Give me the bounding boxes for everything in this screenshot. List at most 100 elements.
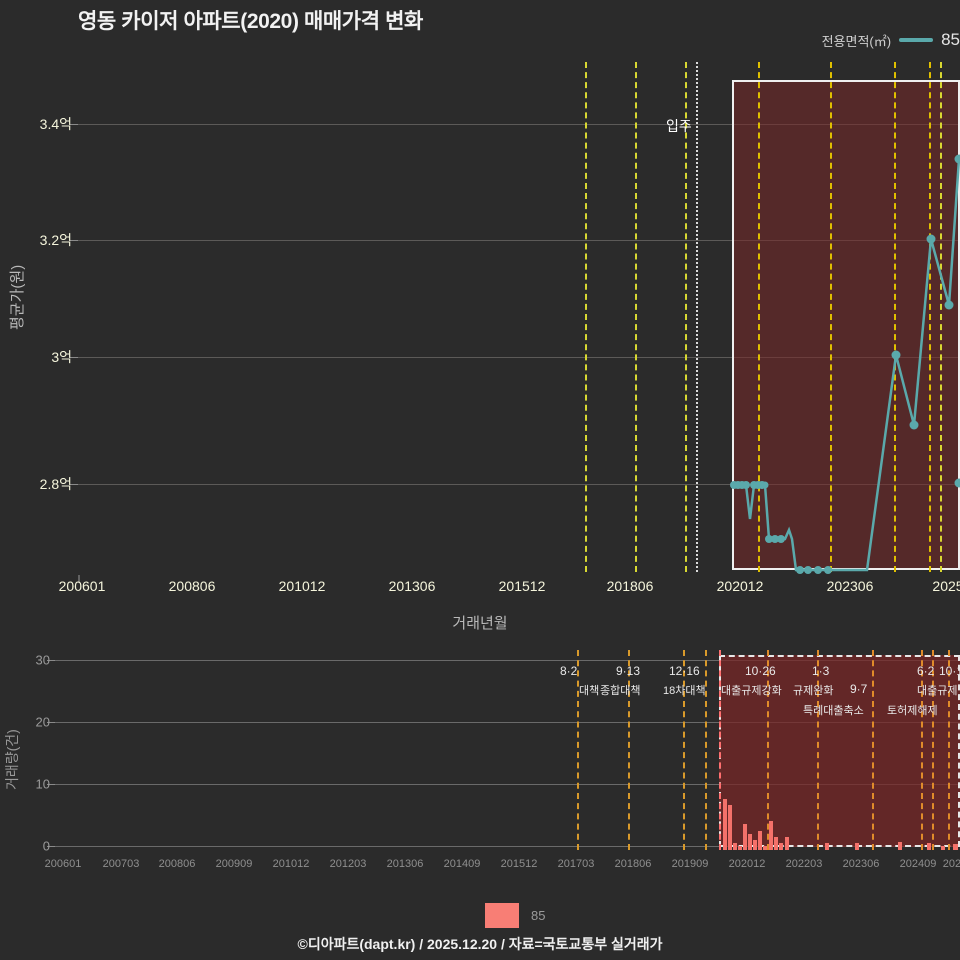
volume-annotation-text-1: 종합대책 — [600, 685, 641, 697]
price-vline-policy — [940, 62, 942, 572]
volume-annotation-text-2: 18차대책 — [663, 685, 706, 697]
volume-bar — [927, 843, 931, 850]
volume-annotation-text-3: 대출규제강화 — [721, 685, 782, 697]
price-vline-policy — [585, 62, 587, 572]
volume-bar — [953, 844, 958, 850]
volume-vline-policy — [719, 650, 721, 850]
footer-credit: ©디아파트(dapt.kr) / 2025.12.20 / 자료=국토교통부 실… — [297, 936, 663, 952]
volume-bar — [748, 834, 752, 850]
volume-xtick-12: 202012 — [728, 858, 766, 870]
volume-bar — [738, 846, 742, 850]
volume-chart-plot: 30 20 10 0 8·2 대책 9·13 종합대책 12·16 18차대책 … — [36, 650, 960, 870]
volume-annotation-date-3: 10·26 — [745, 664, 776, 678]
price-ytick-1: 3.2억 — [39, 232, 72, 248]
volume-annotation-date-5: 9·7 — [850, 682, 868, 696]
volume-xtick-6: 201306 — [386, 858, 424, 870]
price-vline-policy — [929, 62, 931, 572]
volume-vline-policy — [683, 650, 685, 850]
price-line-series — [730, 154, 960, 574]
volume-bar — [753, 840, 757, 850]
volume-ytick-2: 10 — [35, 776, 50, 792]
volume-vline-policy — [932, 650, 934, 850]
volume-vline-policy — [817, 650, 819, 850]
price-chart-plot: 3.4억 3.2억 3억 2.8억 입주 — [40, 62, 960, 594]
price-xtick-5: 201806 — [606, 578, 654, 594]
volume-vline-policy — [705, 650, 707, 850]
price-vline-policy — [830, 62, 832, 572]
price-gridline — [78, 240, 960, 241]
price-vline-movein — [696, 62, 698, 572]
volume-annotation-date-0: 8·2 — [560, 664, 578, 678]
volume-gridline — [55, 846, 960, 847]
volume-bar — [758, 831, 762, 850]
volume-xtick-8: 201512 — [500, 858, 538, 870]
volume-bar — [763, 846, 767, 850]
price-legend: 전용면적(㎡) 85 — [822, 30, 960, 50]
volume-bar — [825, 843, 829, 850]
volume-bar — [785, 837, 789, 850]
volume-vline-policy — [872, 650, 874, 850]
volume-xtick-1: 200703 — [102, 858, 140, 870]
price-xtick-6: 202012 — [716, 578, 764, 594]
volume-ytick-1: 20 — [35, 714, 50, 730]
price-ytick-0: 3.4억 — [39, 116, 72, 132]
price-xtick-3: 201306 — [388, 578, 436, 594]
volume-xtick-5: 201203 — [329, 858, 367, 870]
volume-xtick-2: 200806 — [158, 858, 196, 870]
price-vline-policy — [894, 62, 896, 572]
volume-xtick-15: 202409 — [899, 858, 937, 870]
volume-xtick-10: 201806 — [614, 858, 652, 870]
volume-ytick-3: 0 — [42, 838, 50, 854]
volume-xtick-9: 201703 — [557, 858, 595, 870]
volume-annotation-date-6: 6·2 — [917, 664, 935, 678]
volume-xtick-4: 201012 — [272, 858, 310, 870]
volume-ytick-0: 30 — [35, 652, 50, 668]
price-vline-policy — [685, 62, 687, 572]
volume-annotation-date-4: 1·3 — [812, 664, 830, 678]
volume-highlight-region — [719, 655, 960, 847]
volume-bar — [769, 821, 773, 850]
volume-xtick-0: 200601 — [44, 858, 82, 870]
price-xaxis-tickbar — [78, 570, 960, 583]
page-title: 영동 카이저 아파트(2020) 매매가격 변화 — [78, 10, 423, 33]
price-ytick-3: 2.8억 — [39, 476, 72, 492]
volume-bar — [733, 843, 737, 850]
volume-xtick-16: 2025 — [942, 858, 960, 870]
price-xtick-7: 202306 — [826, 578, 874, 594]
move-in-annotation: 입주 — [666, 118, 692, 134]
volume-annotation-date-1: 9·13 — [616, 664, 641, 678]
volume-annotation-text-0: 대책 — [579, 685, 600, 697]
volume-annotation-text-5: 특례대출축소 — [803, 705, 864, 717]
price-gridline — [78, 357, 960, 358]
volume-annotation-date-7: 10·1 — [939, 664, 960, 678]
price-vline-policy — [635, 62, 637, 572]
volume-bar — [774, 837, 778, 850]
volume-bar — [779, 843, 783, 850]
volume-annotation-text-6: 토허제해제 — [887, 705, 938, 717]
price-legend-value: 85 — [941, 30, 960, 49]
price-xtick-8: 2025 — [932, 578, 960, 594]
volume-gridline — [55, 660, 960, 661]
volume-legend-label: 85 — [531, 908, 546, 923]
volume-vline-policy — [628, 650, 630, 850]
volume-xtick-11: 201909 — [671, 858, 709, 870]
volume-xtick-14: 202306 — [842, 858, 880, 870]
price-gridline — [78, 484, 960, 485]
price-xtick-4: 201512 — [498, 578, 546, 594]
volume-legend: 85 — [485, 903, 545, 928]
volume-annotation-text-7: 대출규제 — [917, 685, 958, 697]
volume-yaxis-title: 거래량(건) — [4, 729, 20, 790]
volume-bar — [855, 843, 859, 850]
volume-xtick-3: 200909 — [215, 858, 253, 870]
price-ytick-2: 3억 — [51, 349, 72, 365]
volume-xtick-7: 201409 — [443, 858, 481, 870]
volume-bar — [898, 842, 902, 850]
volume-vline-policy — [921, 650, 923, 850]
price-gridline — [78, 124, 960, 125]
volume-vline-policy — [767, 650, 769, 850]
price-xtick-2: 201012 — [278, 578, 326, 594]
volume-annotation-date-2: 12·16 — [669, 664, 700, 678]
price-xtick-1: 200806 — [168, 578, 216, 594]
volume-legend-swatch — [485, 903, 519, 928]
